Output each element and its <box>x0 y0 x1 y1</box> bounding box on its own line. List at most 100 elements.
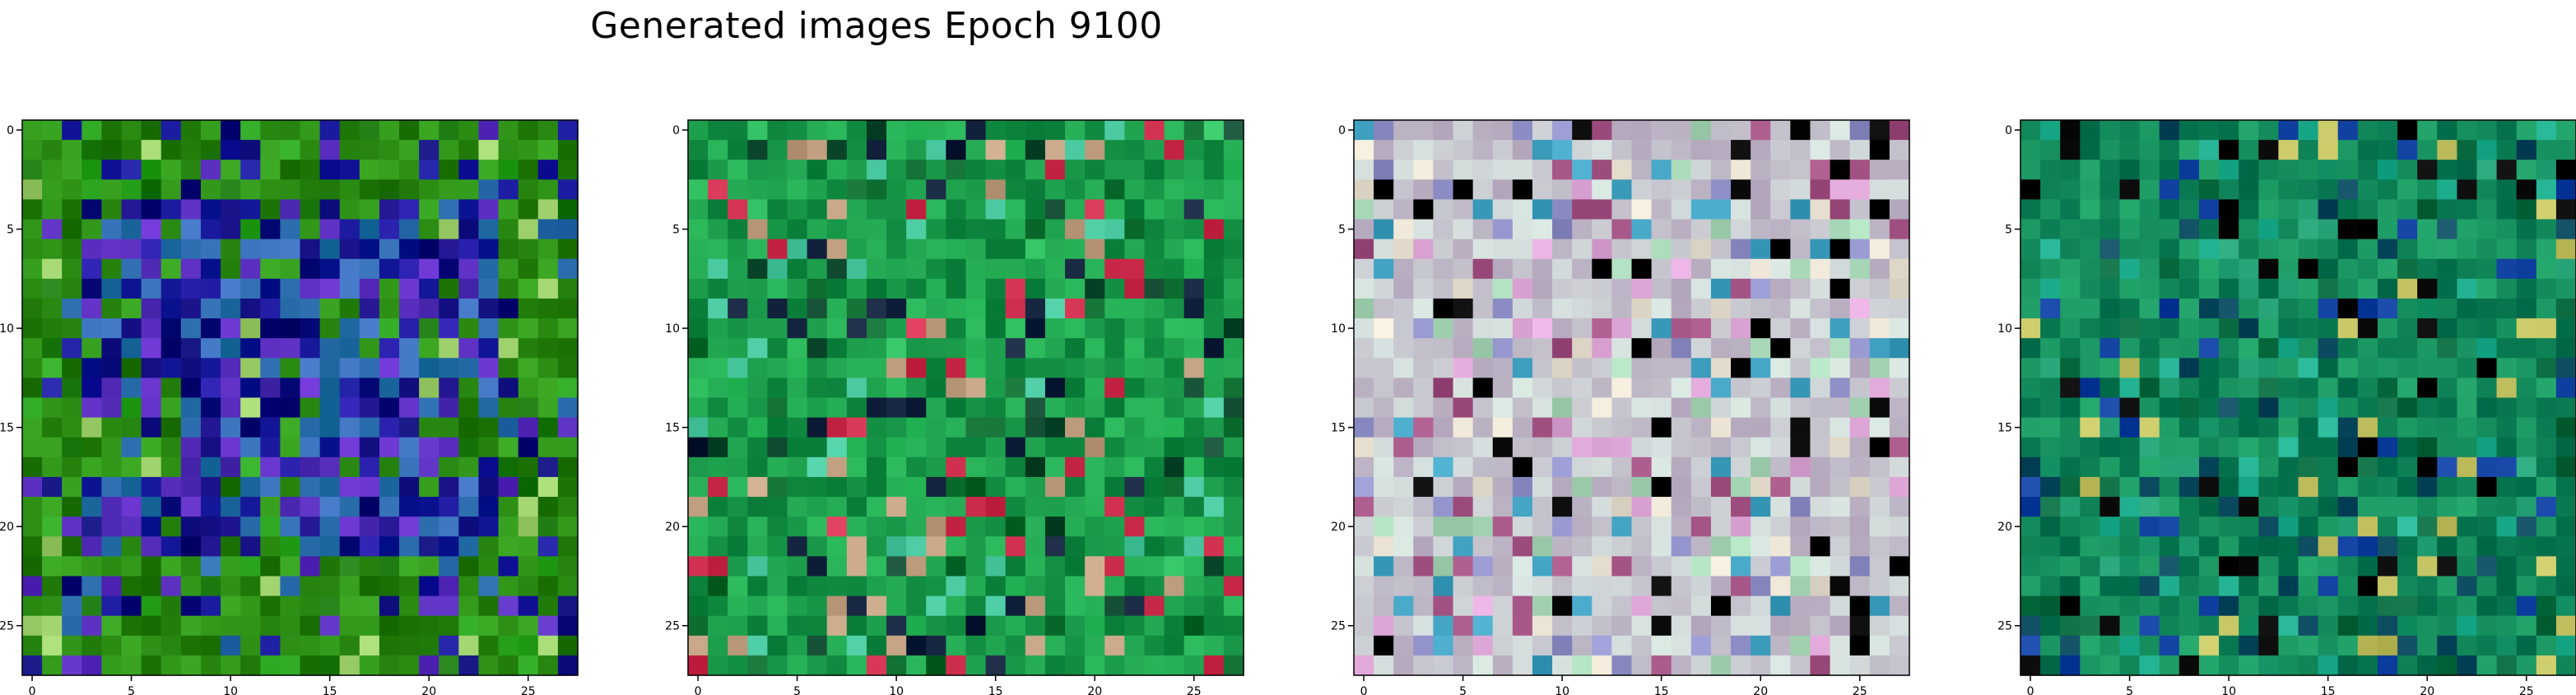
pixel-cell <box>2178 358 2200 378</box>
pixel-cell <box>2298 140 2319 160</box>
pixel-cell <box>2219 576 2239 597</box>
pixel-cell <box>537 120 559 141</box>
pixel-cell <box>379 318 400 339</box>
pixel-cell <box>81 278 103 299</box>
pixel-cell <box>200 160 221 180</box>
pixel-cell <box>2239 318 2259 339</box>
pixel-cell <box>2198 536 2220 557</box>
pixel-cell <box>280 338 301 359</box>
pixel-cell <box>419 219 439 240</box>
pixel-cell <box>221 199 241 220</box>
pixel-cell <box>399 358 420 378</box>
pixel-cell <box>2198 417 2220 438</box>
pixel-cell <box>2555 258 2576 280</box>
pixel-cell <box>2337 219 2359 240</box>
pixel-cell <box>2377 556 2398 577</box>
pixel-cell <box>2476 456 2498 478</box>
pixel-cell <box>2040 615 2061 637</box>
pixel-cell <box>537 338 559 359</box>
pixel-cell <box>180 298 202 319</box>
pixel-cell <box>339 239 360 260</box>
pixel-cell <box>2536 160 2557 180</box>
pixel-cell <box>2040 536 2061 557</box>
pixel-cell <box>2020 219 2041 240</box>
pixel-cell <box>2397 536 2418 557</box>
pixel-cell <box>22 318 43 339</box>
pixel-cell <box>81 358 103 378</box>
pixel-cell <box>2516 120 2537 141</box>
pixel-cell <box>2337 397 2359 419</box>
pixel-cell <box>478 199 500 220</box>
pixel-cell <box>439 318 459 339</box>
pixel-cell <box>280 120 301 141</box>
pixel-cell <box>2516 219 2537 240</box>
pixel-cell <box>2119 338 2141 359</box>
pixel-cell <box>2258 417 2279 438</box>
pixel-cell <box>221 298 241 319</box>
pixel-cell <box>2496 318 2518 339</box>
pixel-cell <box>2298 397 2319 419</box>
pixel-cell <box>221 278 241 299</box>
pixel-cell <box>2080 378 2101 399</box>
pixel-cell <box>2119 219 2141 240</box>
pixel-cell <box>141 358 162 378</box>
pixel-cell <box>478 278 500 299</box>
pixel-cell <box>498 298 519 319</box>
pixel-cell <box>2377 615 2398 637</box>
pixel-cell <box>2198 615 2220 637</box>
pixel-cell <box>2239 120 2259 141</box>
pixel-cell <box>399 258 420 280</box>
pixel-cell <box>537 160 559 180</box>
pixel-cell <box>2457 476 2478 498</box>
pixel-cell <box>2476 417 2498 438</box>
pixel-cell <box>200 378 221 399</box>
pixel-cell <box>2377 120 2398 141</box>
pixel-cell <box>2377 160 2398 180</box>
pixel-cell <box>2258 536 2279 557</box>
pixel-cell <box>280 258 301 280</box>
pixel-cell <box>2219 437 2239 458</box>
pixel-cell <box>537 298 559 319</box>
pixel-cell <box>2377 140 2398 160</box>
pixel-cell <box>2219 417 2239 438</box>
pixel-cell <box>2377 655 2398 676</box>
pixel-cell <box>81 239 103 260</box>
y-tick-label: 15 <box>1997 422 2012 435</box>
pixel-cell <box>2318 160 2339 180</box>
pixel-cell <box>2417 655 2438 676</box>
pixel-cell <box>2258 120 2279 141</box>
pixel-cell <box>2239 497 2259 517</box>
pixel-cell <box>101 278 123 299</box>
pixel-cell <box>101 140 123 160</box>
pixel-cell <box>2198 239 2220 260</box>
pixel-cell <box>240 278 261 299</box>
pixel-cell <box>240 358 261 378</box>
pixel-cell <box>557 160 579 180</box>
image-pixels <box>2020 120 2576 676</box>
pixel-cell <box>121 219 142 240</box>
pixel-cell <box>2099 635 2121 656</box>
pixel-cell <box>2298 179 2319 201</box>
pixel-cell <box>2536 140 2557 160</box>
pixel-cell <box>518 258 539 280</box>
pixel-cell <box>2119 595 2141 617</box>
pixel-cell <box>2139 298 2160 319</box>
pixel-cell <box>240 120 261 141</box>
pixel-cell <box>300 199 321 220</box>
pixel-cell <box>2258 179 2279 201</box>
pixel-cell <box>180 160 202 180</box>
pixel-cell <box>42 239 63 260</box>
x-tick-label: 10 <box>2221 685 2236 695</box>
pixel-cell <box>359 278 380 299</box>
pixel-cell <box>2417 278 2438 299</box>
pixel-cell <box>2239 160 2259 180</box>
pixel-cell <box>22 358 43 378</box>
pixel-cell <box>2080 219 2101 240</box>
pixel-cell <box>22 338 43 359</box>
pixel-cell <box>2020 497 2041 517</box>
pixel-cell <box>339 120 360 141</box>
pixel-cell <box>2278 397 2299 419</box>
pixel-cell <box>2119 160 2141 180</box>
y-tick-label: 0 <box>2005 124 2012 137</box>
